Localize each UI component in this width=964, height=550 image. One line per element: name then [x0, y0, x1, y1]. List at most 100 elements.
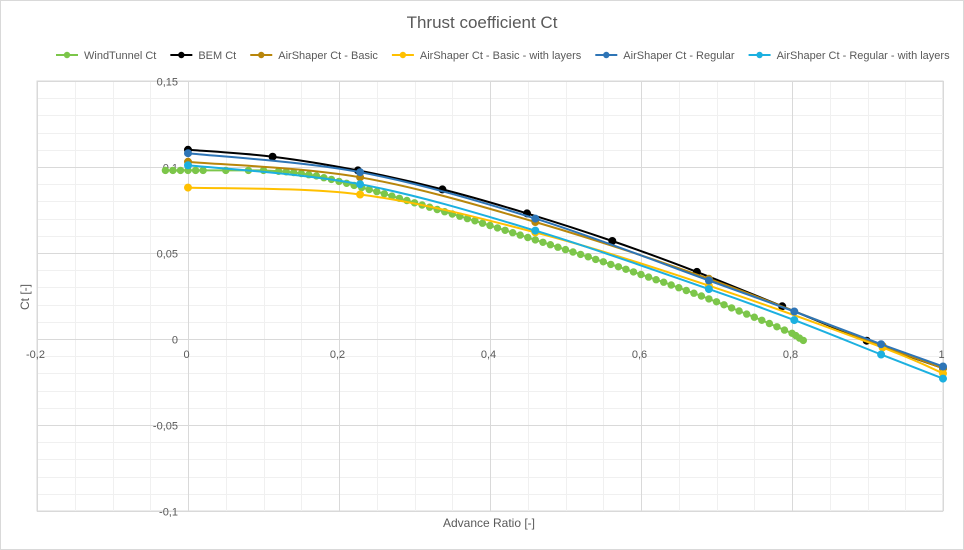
legend-label: AirShaper Ct - Regular - with layers	[777, 50, 951, 62]
series-bem-ct	[184, 145, 947, 373]
y-tick-label: 0	[172, 335, 178, 347]
data-point	[712, 298, 721, 306]
data-point	[652, 276, 660, 284]
data-point	[501, 226, 509, 235]
data-point	[584, 253, 592, 261]
data-point	[790, 316, 799, 325]
data-point	[184, 183, 192, 192]
legend-item: AirShaper Ct - Regular	[595, 50, 735, 62]
series-line	[187, 164, 944, 380]
data-point	[607, 260, 615, 269]
data-point	[569, 248, 577, 256]
data-point	[356, 180, 365, 189]
data-point	[735, 307, 743, 315]
data-point	[750, 313, 758, 321]
data-point	[765, 319, 774, 328]
data-point	[704, 285, 713, 294]
data-point	[780, 326, 789, 334]
data-point	[799, 336, 807, 345]
data-point	[493, 224, 502, 232]
legend-item: AirShaper Ct - Basic	[250, 50, 378, 62]
data-point	[524, 233, 532, 242]
x-tick-label: 1	[938, 349, 944, 361]
data-point	[268, 152, 277, 161]
data-point	[509, 229, 517, 237]
data-point	[675, 284, 683, 292]
data-point	[637, 270, 645, 279]
data-point	[705, 295, 713, 303]
data-point	[356, 168, 365, 177]
y-tick-label: 0,15	[157, 77, 178, 89]
x-tick-label: 0,6	[632, 349, 647, 361]
data-point	[758, 316, 766, 324]
y-tick-label: 0,05	[157, 249, 178, 261]
data-point	[531, 236, 539, 244]
y-axis-title: Ct [-]	[18, 284, 32, 310]
data-point	[743, 310, 751, 318]
data-point	[373, 187, 381, 196]
data-point	[531, 226, 540, 235]
major-gridlines	[37, 81, 944, 512]
data-point	[660, 278, 668, 286]
y-tick-label: -0,05	[153, 421, 178, 433]
series-line	[187, 152, 944, 368]
x-tick-label: 0,2	[330, 349, 345, 361]
legend-label: AirShaper Ct - Regular	[623, 50, 735, 62]
legend-label: AirShaper Ct - Basic - with layers	[420, 50, 582, 62]
data-point	[939, 374, 947, 383]
data-point	[790, 307, 799, 316]
chart-legend: WindTunnel Ct BEM Ct AirShaper Ct - Basic A…	[56, 50, 950, 62]
legend-swatch-marker	[63, 51, 71, 59]
data-point	[478, 219, 487, 227]
data-point	[877, 340, 886, 349]
data-point	[667, 281, 675, 289]
data-point	[704, 276, 713, 285]
data-point	[531, 214, 540, 223]
data-point	[599, 258, 607, 266]
data-point	[356, 190, 365, 199]
legend-item: AirShaper Ct - Basic - with layers	[391, 50, 582, 62]
data-point	[727, 304, 736, 312]
legend-swatch-marker	[756, 51, 763, 59]
data-point	[516, 231, 524, 239]
data-point	[720, 301, 728, 309]
data-point	[682, 286, 690, 295]
data-point	[554, 243, 562, 251]
data-point	[184, 161, 192, 170]
data-point	[561, 245, 570, 254]
data-point	[539, 238, 547, 247]
data-point	[939, 362, 947, 371]
x-tick-label: -0,2	[26, 349, 45, 361]
data-point	[380, 190, 388, 198]
series-airshaper-ct-basic-with-layers	[184, 183, 947, 378]
data-point	[191, 166, 200, 175]
data-point	[622, 265, 630, 273]
data-point	[614, 263, 623, 271]
legend-swatch-marker	[178, 51, 185, 59]
chart-title: Thrust coefficient Ct	[407, 13, 558, 32]
data-point	[690, 289, 698, 297]
data-point	[546, 241, 555, 249]
data-point	[169, 166, 177, 175]
x-axis-title: Advance Ratio [-]	[443, 516, 535, 530]
legend-item: AirShaper Ct - Regular - with layers	[748, 50, 951, 62]
data-point	[576, 250, 585, 259]
legend-label: WindTunnel Ct	[84, 50, 156, 62]
data-point	[161, 166, 170, 175]
legend-item: WindTunnel Ct	[56, 50, 156, 62]
x-tick-label: 0	[183, 349, 189, 361]
series-airshaper-ct-regular	[184, 149, 947, 371]
data-point	[697, 292, 706, 300]
data-point	[877, 350, 886, 359]
legend-swatch-marker	[258, 51, 265, 59]
x-tick-label: 0,4	[481, 349, 496, 361]
legend-label: BEM Ct	[198, 50, 236, 62]
legend-label: AirShaper Ct - Basic	[278, 50, 378, 62]
data-point	[592, 255, 600, 264]
legend-item: BEM Ct	[170, 50, 236, 62]
legend-swatch-marker	[399, 51, 407, 59]
data-point	[629, 268, 638, 276]
